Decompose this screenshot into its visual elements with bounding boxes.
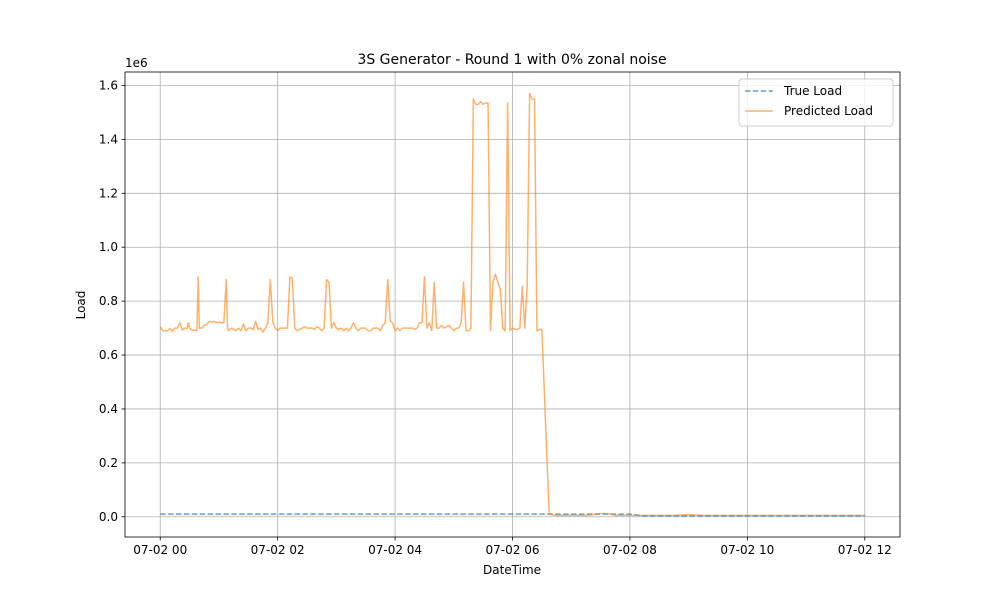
x-tick-label: 07-02 08: [603, 543, 657, 557]
y-axis-offset-label: 1e6: [125, 56, 148, 70]
y-tick-label: 1.6: [99, 78, 118, 92]
series-line-predicted-load: [159, 92, 865, 517]
legend-label-true-load: True Load: [783, 84, 842, 98]
x-tick-label: 07-02 04: [368, 543, 422, 557]
y-tick-label: 0.2: [99, 456, 118, 470]
legend-box: [738, 78, 894, 127]
x-tick-label: 07-02 12: [838, 543, 892, 557]
y-tick-label: 0.0: [99, 510, 118, 524]
y-tick-label: 1.4: [99, 132, 118, 146]
y-tick-label: 0.4: [99, 402, 118, 416]
y-tick-label: 0.6: [99, 348, 118, 362]
y-tick-label: 1.2: [99, 186, 118, 200]
legend: True Load Predicted Load: [738, 78, 894, 127]
legend-label-predicted-load: Predicted Load: [784, 104, 873, 118]
chart-title: 3S Generator - Round 1 with 0% zonal noi…: [357, 52, 666, 68]
y-axis-label: Load: [74, 291, 88, 320]
grid-lines: [125, 72, 900, 537]
y-tick-label: 1.0: [99, 240, 118, 254]
x-axis-ticks: 07-02 00 07-02 02 07-02 04 07-02 06 07-02 08…: [133, 537, 892, 557]
x-tick-label: 07-02 10: [720, 543, 774, 557]
y-axis-ticks: 0.0 0.2 0.4 0.6 0.8 1.0 1.2 1.4 1.6: [99, 78, 125, 524]
series-lines: [159, 92, 865, 517]
y-tick-label: 0.8: [99, 294, 118, 308]
x-tick-label: 07-02 02: [251, 543, 305, 557]
x-tick-label: 07-02 00: [133, 543, 187, 557]
x-axis-label: DateTime: [483, 563, 541, 577]
x-tick-label: 07-02 06: [486, 543, 540, 557]
